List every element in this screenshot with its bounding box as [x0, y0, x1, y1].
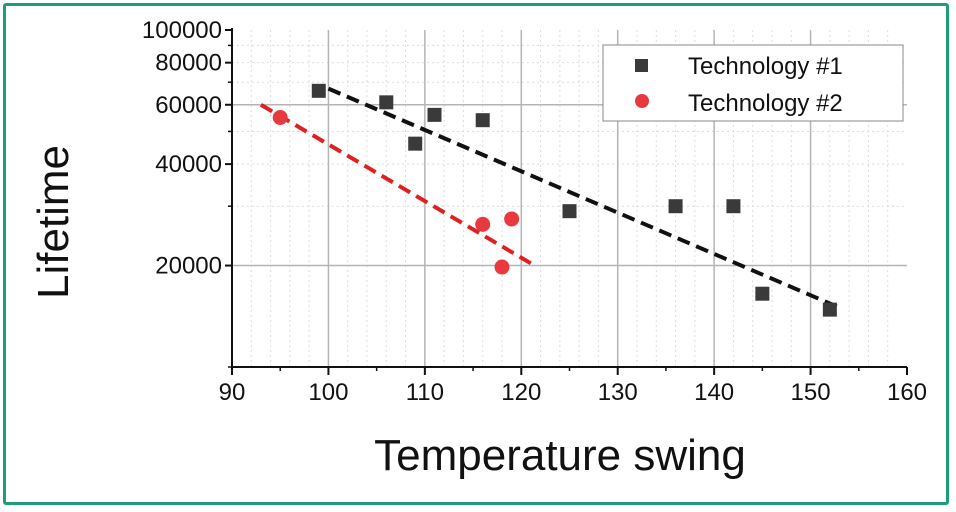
x-tick-label: 90	[219, 379, 246, 406]
x-tick-label: 120	[501, 379, 541, 406]
x-tick-label: 110	[406, 379, 444, 406]
legend-label-technology-2: Technology #2	[688, 90, 843, 117]
trend-line-technology-2	[259, 103, 532, 266]
x-tick-labels: 90 100 110 120 130 140 150 160	[219, 379, 927, 406]
x-tick-label: 100	[308, 379, 348, 406]
data-point-technology-1	[311, 83, 326, 98]
x-tick-label: 130	[598, 379, 638, 406]
axes	[225, 28, 908, 375]
data-point-technology-1	[379, 95, 394, 110]
data-point-technology-1	[562, 204, 577, 219]
y-tick-label: 100000	[142, 17, 222, 44]
x-tick-label: 160	[887, 379, 927, 406]
y-tick-label: 60000	[155, 92, 222, 119]
x-axis-title: Temperature swing	[374, 431, 746, 480]
legend-marker-technology-1	[635, 59, 648, 72]
data-point-technology-2	[272, 109, 288, 125]
x-tick-label: 140	[694, 379, 734, 406]
data-point-technology-1	[726, 199, 741, 214]
y-tick-label: 40000	[155, 151, 222, 178]
legend: Technology #1 Technology #2	[602, 44, 904, 122]
data-point-technology-1	[427, 107, 442, 122]
legend-label-technology-1: Technology #1	[688, 53, 843, 80]
data-point-technology-1	[755, 286, 770, 301]
data-point-technology-1	[475, 113, 490, 128]
data-point-technology-1	[408, 136, 423, 151]
data-point-technology-2	[494, 259, 510, 275]
data-point-technology-2	[504, 211, 520, 227]
y-axis-title: Lifetime	[29, 145, 78, 299]
y-tick-label: 80000	[155, 50, 222, 77]
data-point-technology-1	[822, 302, 837, 317]
data-point-technology-1	[668, 199, 683, 214]
trend-line-technology-1	[327, 86, 841, 310]
y-tick-labels: 20000 40000 60000 80000 100000	[142, 17, 222, 280]
data-points	[272, 83, 837, 317]
legend-marker-technology-2	[635, 94, 649, 108]
trend-lines	[259, 86, 841, 310]
legend-box	[602, 44, 904, 122]
y-tick-label: 20000	[155, 253, 222, 280]
x-tick-label: 150	[791, 379, 831, 406]
data-point-technology-2	[475, 216, 491, 232]
